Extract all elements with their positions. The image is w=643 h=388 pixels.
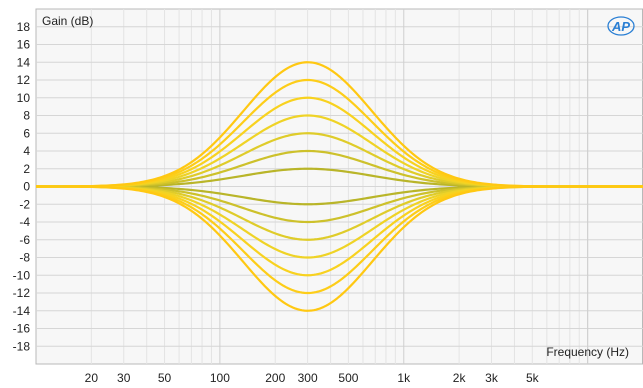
y-tick-labels: 18 16 14 12 10 8 6 4 2 0 -2 -4 -6 -8 -10 -12 -14 -16 -18 [13, 20, 31, 354]
major-grid [36, 9, 643, 364]
y-tick-label: 12 [17, 73, 31, 87]
series-line [36, 185, 643, 312]
y-tick-label: -4 [19, 215, 30, 229]
y-tick-label: 16 [17, 38, 31, 52]
x-tick-label: 20 [85, 371, 99, 385]
x-tick-label: 50 [158, 371, 172, 385]
y-tick-label: -6 [19, 233, 30, 247]
x-axis-title: Frequency (Hz) [546, 345, 629, 359]
y-axis-title: Gain (dB) [42, 14, 93, 28]
logo-text: AP [611, 19, 630, 34]
y-tick-label: -2 [19, 197, 30, 211]
y-tick-label: 8 [23, 109, 30, 123]
x-tick-label: 3k [485, 371, 499, 385]
y-tick-label: -8 [19, 251, 30, 265]
x-tick-label: 30 [117, 371, 131, 385]
y-tick-label: 18 [17, 20, 31, 34]
x-tick-label: 100 [210, 371, 230, 385]
y-tick-label: -12 [13, 286, 31, 300]
y-tick-label: 14 [17, 55, 31, 69]
y-tick-label: -10 [13, 268, 31, 282]
y-tick-label: 10 [17, 91, 31, 105]
y-tick-label: 4 [23, 144, 30, 158]
ap-logo-icon: AP [607, 16, 635, 36]
y-tick-label: 6 [23, 126, 30, 140]
x-tick-label: 2k [453, 371, 467, 385]
y-tick-label: 0 [23, 180, 30, 194]
series-group [35, 61, 643, 312]
x-tick-label: 300 [298, 371, 318, 385]
x-tick-label: 500 [338, 371, 358, 385]
y-tick-label: -18 [13, 339, 31, 353]
y-tick-label: -14 [13, 304, 31, 318]
y-tick-label: 2 [23, 162, 30, 176]
x-tick-label: 5k [526, 371, 540, 385]
x-tick-label: 1k [397, 371, 411, 385]
y-tick-label: -16 [13, 322, 31, 336]
x-tick-labels: 20 30 50 100 200 300 500 1k 2k 3k 5k [85, 371, 540, 385]
x-tick-label: 200 [265, 371, 285, 385]
